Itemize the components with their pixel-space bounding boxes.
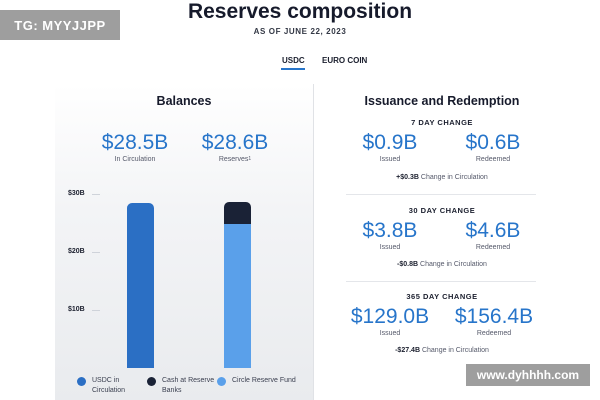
redeemed-label-30-day: Redeemed bbox=[475, 244, 511, 251]
reserves-value: $28.6B bbox=[201, 131, 269, 154]
balances-title: Balances bbox=[156, 94, 212, 108]
active-tab-indicator bbox=[281, 68, 305, 70]
change-heading-30-day: 30 DAY CHANGE bbox=[408, 206, 476, 215]
tab-euro-coin[interactable]: EURO COIN bbox=[322, 56, 368, 65]
y-tick-label: $30B bbox=[68, 190, 85, 197]
legend-dot-cash bbox=[147, 377, 156, 386]
watermark-top-left: TG: MYYJJPP bbox=[0, 10, 120, 40]
issued-label-365-day: Issued bbox=[379, 330, 401, 337]
redeemed-label-365-day: Redeemed bbox=[476, 330, 512, 337]
watermark-bottom-right: www.dyhhhh.com bbox=[466, 364, 590, 386]
change-heading-365-day: 365 DAY CHANGE bbox=[406, 292, 478, 301]
change-in-circulation-365-day: -$27.4B Change in Circulation bbox=[314, 347, 570, 354]
block-separator bbox=[346, 194, 536, 195]
change-label-30-day: Change in Circulation bbox=[420, 261, 487, 268]
change-in-circulation-7-day: +$0.3B Change in Circulation bbox=[314, 174, 570, 181]
legend-label-usdc: USDC in Circulation bbox=[92, 377, 126, 394]
y-tick-label: $10B bbox=[68, 306, 85, 313]
redeemed-label-7-day: Redeemed bbox=[475, 156, 511, 163]
change-value-7-day: +$0.3B bbox=[396, 174, 419, 181]
issued-value-365-day: $129.0B bbox=[350, 305, 430, 328]
y-gridline bbox=[92, 194, 100, 195]
legend-label-cash: Cash at Reserve Banks bbox=[162, 377, 215, 394]
bar-usdc-in-circulation[interactable] bbox=[127, 202, 154, 368]
balances-panel bbox=[55, 84, 313, 400]
issued-label-7-day: Issued bbox=[379, 156, 401, 163]
tab-usdc[interactable]: USDC bbox=[282, 56, 305, 65]
bar-circle-reserve-fund[interactable] bbox=[224, 224, 251, 368]
change-label-7-day: Change in Circulation bbox=[420, 174, 488, 181]
redeemed-value-365-day: $156.4B bbox=[454, 305, 534, 328]
block-separator bbox=[346, 281, 536, 282]
issued-value-7-day: $0.9B bbox=[362, 131, 418, 154]
redeemed-value-7-day: $0.6B bbox=[465, 131, 521, 154]
legend-label-circle-fund: Circle Reserve Fund bbox=[232, 377, 296, 384]
in-circulation-value: $28.5B bbox=[101, 131, 169, 154]
y-gridline bbox=[92, 310, 100, 311]
change-in-circulation-30-day: -$0.8B Change in Circulation bbox=[314, 261, 570, 268]
change-value-365-day: -$27.4B bbox=[395, 347, 420, 354]
bar-cash-at-reserve-banks[interactable] bbox=[224, 202, 251, 225]
change-heading-7-day: 7 DAY CHANGE bbox=[411, 118, 473, 127]
legend-dot-usdc bbox=[77, 377, 86, 386]
in-circulation-label: In Circulation bbox=[114, 156, 156, 163]
panel-divider bbox=[313, 84, 314, 400]
y-tick-label: $20B bbox=[68, 248, 85, 255]
issued-value-30-day: $3.8B bbox=[362, 219, 418, 242]
redeemed-value-30-day: $4.6B bbox=[465, 219, 521, 242]
reserves-footnote[interactable]: 1 bbox=[248, 156, 252, 162]
y-gridline bbox=[92, 252, 100, 253]
issued-label-30-day: Issued bbox=[379, 244, 401, 251]
issuance-title: Issuance and Redemption bbox=[364, 94, 520, 108]
as-of-date: AS OF JUNE 22, 2023 bbox=[253, 27, 347, 36]
change-value-30-day: -$0.8B bbox=[397, 261, 419, 268]
page-title: Reserves composition bbox=[187, 0, 413, 23]
reserves-label-text: Reserves bbox=[218, 156, 249, 163]
legend-dot-circle-fund bbox=[217, 377, 226, 386]
reserves-label: Reserves1 bbox=[190, 156, 280, 163]
change-label-365-day: Change in Circulation bbox=[421, 347, 489, 354]
